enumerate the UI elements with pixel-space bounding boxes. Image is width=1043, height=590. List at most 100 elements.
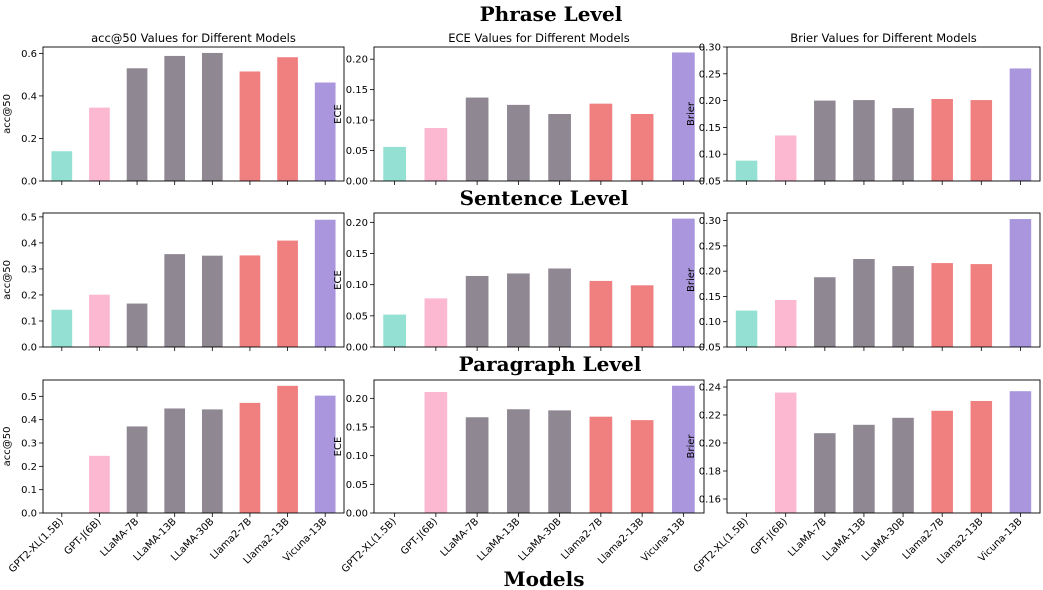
bar-4 xyxy=(164,55,186,181)
bar-4 xyxy=(507,273,530,347)
y-tick-label: 0.20 xyxy=(699,267,721,278)
y-axis-label: acc@50 xyxy=(2,94,13,134)
bar-3 xyxy=(126,426,148,513)
bar-5 xyxy=(201,52,223,182)
chart-panel-8: GPT2-XL(1.5B) GPT-J(6B)LLaMA-7BLLaMA-13BL… xyxy=(333,379,705,575)
bar-5 xyxy=(892,108,914,181)
bar-2 xyxy=(89,455,110,513)
bar-2 xyxy=(774,392,797,513)
bar-3 xyxy=(814,100,836,181)
y-tick-label: 0.10 xyxy=(346,451,368,462)
bar-2 xyxy=(89,107,110,181)
panel-title: acc@50 Values for Different Models xyxy=(91,31,296,45)
bar-7 xyxy=(970,264,993,347)
row-title-paragraph: Paragraph Level xyxy=(459,352,642,376)
bar-3 xyxy=(465,275,489,347)
y-tick-label: 0.1 xyxy=(21,485,37,496)
y-tick-label: 0.10 xyxy=(346,116,368,127)
bar-1 xyxy=(383,146,406,181)
bar-1 xyxy=(735,310,758,347)
y-tick-label: 0.0 xyxy=(21,177,37,188)
x-tick-label: LLaMA-7B xyxy=(439,516,482,559)
bar-4 xyxy=(507,409,530,513)
figure-xlabel: Models xyxy=(503,567,584,590)
y-tick-label: 0.15 xyxy=(699,292,721,303)
bar-8 xyxy=(672,218,695,347)
bar-6 xyxy=(931,263,953,347)
y-tick-label: 0.15 xyxy=(346,249,368,260)
bar-6 xyxy=(239,255,261,347)
x-tick-label: Vicuna-13B xyxy=(639,516,687,564)
bar-2 xyxy=(424,392,448,513)
bar-5 xyxy=(892,417,914,513)
plot-frame xyxy=(373,212,705,348)
bar-7 xyxy=(970,401,993,513)
bar-8 xyxy=(314,395,336,513)
y-tick-label: 0.15 xyxy=(346,85,368,96)
y-tick-label: 0.0 xyxy=(21,509,37,520)
bar-6 xyxy=(239,402,261,513)
bar-4 xyxy=(164,408,186,513)
bar-8 xyxy=(1009,219,1032,347)
bar-6 xyxy=(589,103,613,181)
bar-6 xyxy=(239,71,261,181)
bar-3 xyxy=(814,277,836,347)
y-axis-label: acc@50 xyxy=(2,260,13,300)
y-tick-label: 0.25 xyxy=(699,241,721,252)
bar-6 xyxy=(589,416,613,513)
y-tick-label: 0.00 xyxy=(346,177,368,188)
panels: acc@50 Values for Different Models 0.0 0.2… xyxy=(2,31,1041,575)
chart-panel-9: GPT2-XL(1.5B)GPT-J(6B)LLaMA-7BLLaMA-13BL… xyxy=(686,379,1041,575)
bar-7 xyxy=(630,285,654,347)
y-tick-label: 0.2 xyxy=(21,462,37,473)
y-axis-label: Brier xyxy=(686,434,697,459)
y-tick-label: 0.20 xyxy=(699,96,721,107)
x-tick-label: GPT2-XL(1.5B) xyxy=(7,516,66,575)
bar-6 xyxy=(931,98,953,181)
y-tick-label: 0.05 xyxy=(346,146,368,157)
y-tick-label: 0.20 xyxy=(346,55,368,66)
y-tick-label: 0.10 xyxy=(699,317,721,328)
chart-panel-6: 0.05 0.10 0.15 0.20 0.25 0.30 Brier xyxy=(686,212,1041,354)
x-tick-label: GPT2-XL(1.5B) xyxy=(340,516,399,575)
x-tick-label: LLaMA-7B xyxy=(786,516,829,559)
y-tick-label: 0.05 xyxy=(699,177,721,188)
y-axis-label: Brier xyxy=(686,101,697,126)
bar-5 xyxy=(548,114,571,181)
bar-3 xyxy=(126,68,148,181)
x-tick-label: LLaMA-30B xyxy=(517,516,564,563)
chart-panel-7: GPT2-XL(1.5B)GPT-J(6B)LLaMA-7BLLaMA-13BL… xyxy=(2,379,345,575)
bar-5 xyxy=(548,410,571,513)
bar-7 xyxy=(970,100,993,181)
chart-panel-2: ECE Values for Different Models 0.00 0.05 0… xyxy=(333,31,705,188)
y-tick-label: 0.00 xyxy=(346,509,368,520)
y-tick-label: 0.24 xyxy=(699,383,721,394)
y-tick-label: 0.05 xyxy=(346,480,368,491)
bar-2 xyxy=(424,128,448,181)
bar-7 xyxy=(630,114,654,181)
y-tick-label: 0.5 xyxy=(21,212,37,223)
bar-1 xyxy=(51,309,73,347)
y-tick-label: 0.10 xyxy=(346,280,368,291)
y-tick-label: 0.20 xyxy=(346,218,368,229)
bar-1 xyxy=(51,151,73,181)
chart-panel-5: 0.00 0.05 0.10 0.15 0.20 ECE xyxy=(333,212,705,354)
plot-frame xyxy=(42,379,345,514)
bar-1 xyxy=(383,314,406,347)
bar-2 xyxy=(774,135,797,181)
bar-2 xyxy=(424,298,448,347)
bar-5 xyxy=(892,266,914,347)
bar-7 xyxy=(277,385,298,513)
bar-5 xyxy=(201,409,223,513)
x-tick-label: GPT-J(6B) xyxy=(399,516,440,557)
bar-8 xyxy=(672,52,695,182)
plot-frame xyxy=(42,46,345,182)
bar-4 xyxy=(853,259,875,347)
y-tick-label: 0.30 xyxy=(699,43,721,54)
plot-frame xyxy=(726,379,1041,514)
x-tick-label: Llama2-7B xyxy=(559,516,605,562)
bar-5 xyxy=(548,268,571,347)
chart-panel-1: acc@50 Values for Different Models 0.0 0.2… xyxy=(2,31,345,188)
chart-panel-3: Brier Values for Different Models 0.05 0.1… xyxy=(686,31,1041,188)
